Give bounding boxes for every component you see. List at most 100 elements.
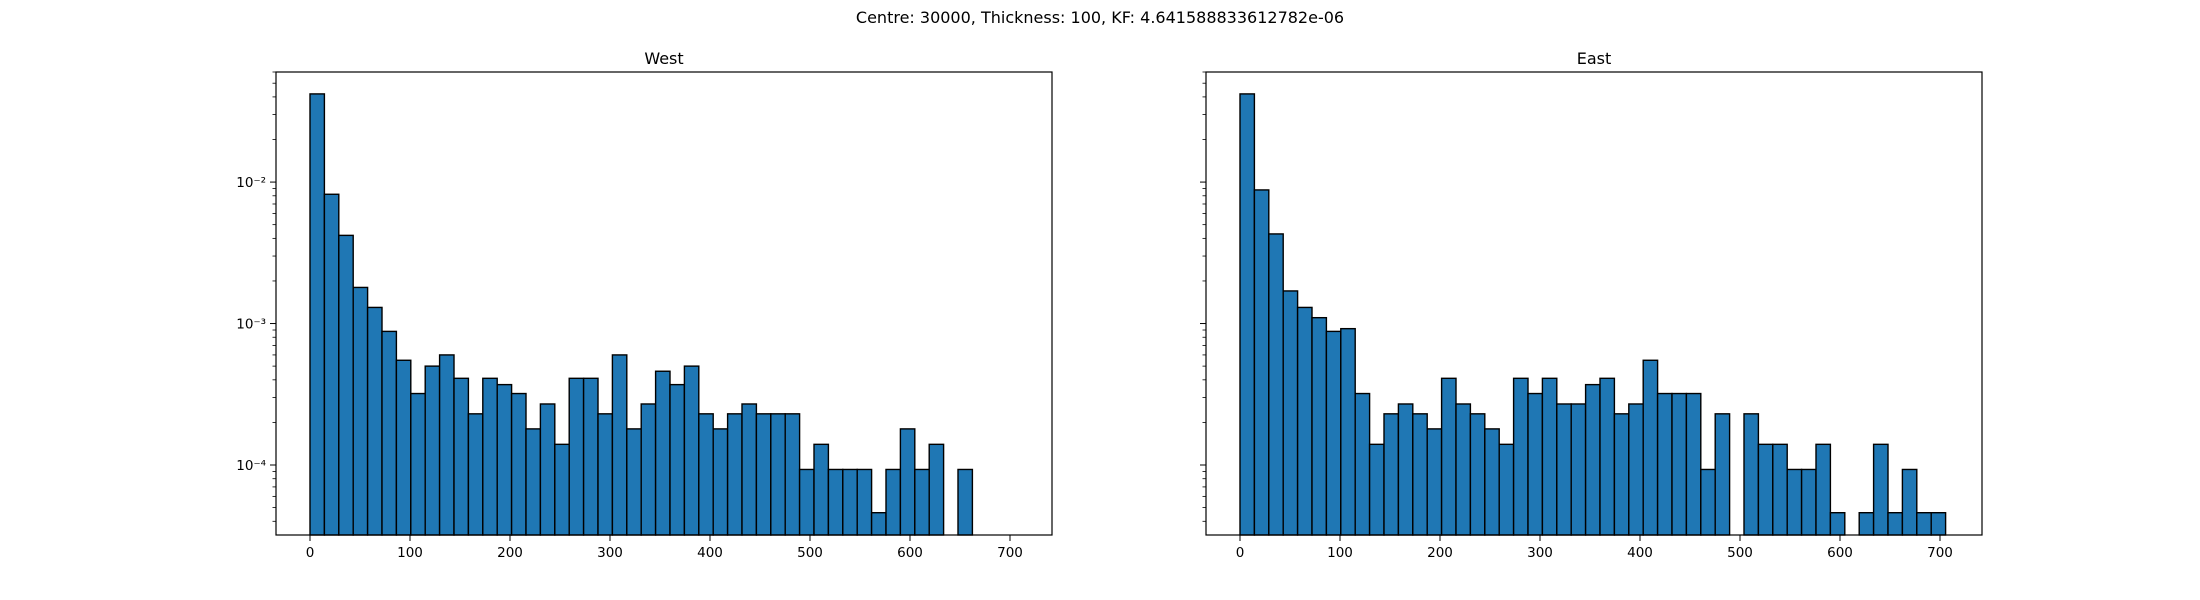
west-bar-43 [928, 443, 945, 536]
west-bar-21 [611, 354, 628, 536]
east-bar-29 [1656, 392, 1673, 536]
east-bar-46 [1901, 468, 1918, 536]
west-bar-33 [784, 413, 801, 536]
west-bar-39 [870, 512, 887, 536]
west-bar-24 [654, 370, 671, 536]
east-x-tick-label: 0 [1236, 545, 1245, 561]
east-panel: East 0 100 200 300 400 500 600 700 [1200, 49, 1983, 561]
west-bar-34 [798, 468, 815, 536]
west-x-tick-label: 0 [306, 545, 315, 561]
west-bar-17 [554, 443, 570, 536]
west-axes-frame [275, 71, 1053, 536]
east-bar-24 [1584, 383, 1601, 536]
east-axes-frame [1205, 71, 1983, 536]
west-y-tick-label: 10⁻⁴ [236, 458, 266, 474]
west-bar-45 [957, 468, 974, 536]
west-bar-40 [885, 468, 902, 536]
west-bar-28 [712, 428, 729, 536]
figure-title: Centre: 30000, Thickness: 100, KF: 4.641… [855, 8, 1345, 27]
east-bar-1 [1253, 189, 1270, 536]
east-bar-43 [1858, 512, 1875, 536]
west-panel: West 0 100 200 300 400 500 600 700 10⁻⁴ 10⁻³ 10⁻² [236, 49, 1053, 561]
west-title: West [644, 49, 683, 68]
west-bar-6 [395, 359, 412, 536]
east-bar-7 [1340, 327, 1356, 536]
west-bar-41 [899, 428, 916, 536]
east-bar-41 [1829, 512, 1846, 536]
west-bar-22 [626, 428, 642, 536]
west-bar-4 [366, 306, 383, 536]
west-x-tick-label: 400 [697, 545, 723, 561]
west-x-tick-label: 100 [397, 545, 423, 561]
east-bar-39 [1800, 468, 1817, 536]
east-bar-28 [1642, 359, 1659, 536]
west-bar-16 [539, 403, 556, 536]
west-bar-36 [827, 468, 844, 536]
west-bar-19 [582, 377, 599, 536]
east-bar-5 [1311, 316, 1328, 536]
west-bar-0 [309, 93, 326, 536]
east-bar-21 [1541, 377, 1558, 536]
east-bar-16 [1469, 413, 1486, 536]
west-bar-11 [467, 413, 484, 536]
east-bar-19 [1512, 377, 1529, 536]
east-bar-25 [1599, 377, 1616, 536]
west-bar-12 [482, 377, 498, 536]
east-bar-0 [1239, 93, 1256, 536]
west-bar-3 [352, 286, 369, 536]
west-bar-32 [770, 413, 786, 536]
east-bar-20 [1527, 392, 1544, 536]
east-bar-14 [1440, 377, 1457, 536]
west-bar-42 [914, 468, 930, 536]
east-bar-36 [1757, 443, 1774, 536]
east-bar-9 [1368, 443, 1385, 536]
east-bar-38 [1786, 468, 1803, 536]
west-bar-1 [323, 193, 340, 536]
east-bar-18 [1498, 443, 1515, 536]
east-bar-31 [1685, 392, 1702, 536]
east-x-tick-label: 300 [1527, 545, 1553, 561]
east-bar-37 [1772, 443, 1788, 536]
east-x-tick-label: 600 [1827, 545, 1853, 561]
west-x-tick-label: 300 [597, 545, 623, 561]
east-bar-44 [1872, 443, 1889, 536]
east-bar-47 [1916, 512, 1932, 536]
east-bar-11 [1397, 403, 1414, 536]
east-bar-26 [1613, 413, 1630, 536]
west-bar-29 [726, 413, 743, 536]
west-x-tick-label: 700 [997, 545, 1023, 561]
west-bar-23 [640, 403, 657, 536]
east-bar-10 [1383, 413, 1400, 536]
west-bar-9 [438, 354, 455, 536]
west-bar-25 [669, 383, 686, 536]
east-bar-15 [1455, 403, 1472, 536]
east-bar-12 [1412, 413, 1428, 536]
east-bar-30 [1671, 392, 1688, 536]
east-bar-4 [1296, 306, 1313, 536]
west-bar-37 [842, 468, 858, 536]
west-bar-30 [741, 403, 758, 536]
west-bar-5 [381, 330, 398, 536]
east-bar-23 [1570, 403, 1587, 536]
east-bar-27 [1628, 403, 1644, 536]
west-y-tick-label: 10⁻² [236, 175, 266, 191]
west-x-tick-label: 500 [797, 545, 823, 561]
east-bar-6 [1325, 330, 1342, 536]
east-bar-48 [1930, 512, 1947, 536]
east-x-tick-label: 400 [1627, 545, 1653, 561]
west-bar-10 [453, 377, 470, 536]
east-bar-32 [1700, 468, 1716, 536]
west-bar-31 [755, 413, 772, 536]
east-x-tick-label: 200 [1427, 545, 1453, 561]
east-title: East [1577, 49, 1612, 68]
west-bar-27 [698, 413, 714, 536]
west-x-tick-label: 200 [497, 545, 523, 561]
west-bar-7 [410, 392, 426, 536]
west-bar-2 [338, 234, 354, 536]
west-bar-38 [856, 468, 873, 536]
east-bar-33 [1714, 413, 1731, 536]
east-bar-22 [1556, 403, 1572, 536]
east-bar-17 [1484, 428, 1500, 536]
west-bar-26 [683, 365, 700, 536]
